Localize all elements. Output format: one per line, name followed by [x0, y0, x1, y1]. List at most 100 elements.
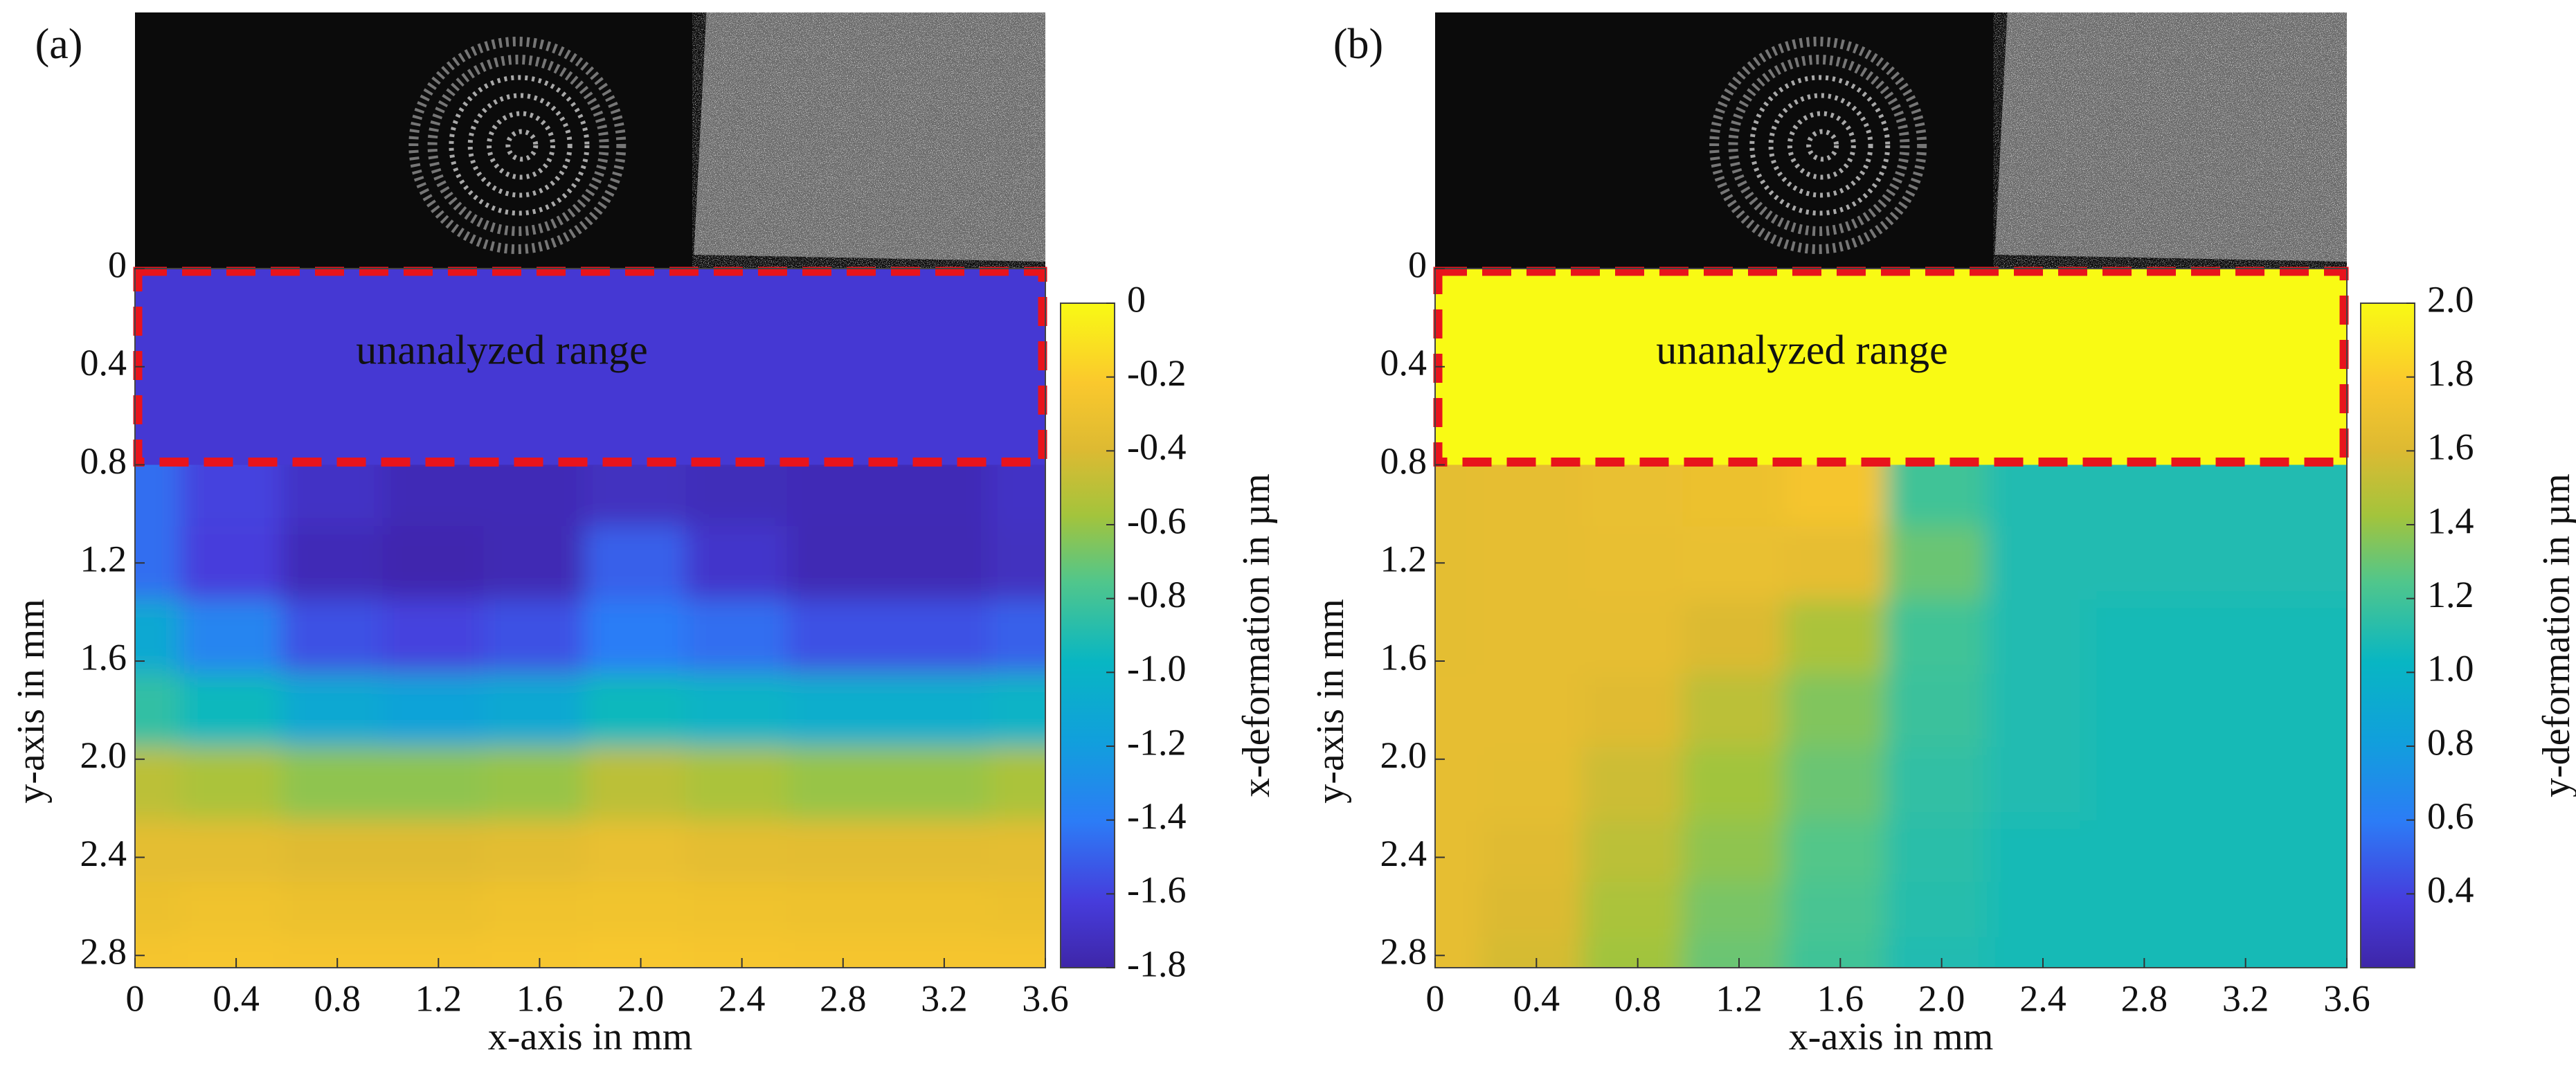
y-tick-label: 0 [108, 244, 127, 285]
heatmap-cell [281, 747, 394, 822]
chart-panel-b: (b) unanalyzed range 0 0.4 0.8 1.2 1.6 2.0 2.4 2.… [1309, 12, 2576, 1058]
speckle-texture [1993, 12, 2347, 269]
heatmap-cell [2290, 599, 2347, 675]
heatmap-cell [1480, 881, 1593, 939]
x-tick-label: 0.8 [314, 977, 361, 1019]
heatmap-cell [2088, 526, 2201, 602]
x-tick-label: 3.6 [2323, 977, 2370, 1019]
heatmap-cell [888, 747, 1000, 822]
heatmap-cell [685, 599, 798, 675]
chart-panel-a: (a) unanalyzed range 0 0.4 0.8 1.2 1.6 2.0 2.4 2.… [10, 12, 1278, 1058]
y-axis: 0 0.4 0.8 1.2 1.6 2.0 2.4 2.8 y-axis in mm [1309, 244, 1445, 973]
heatmap-cell [1581, 820, 1694, 883]
speckle-texture [692, 12, 1045, 269]
heatmap-cell [888, 599, 1000, 675]
heatmap-cell [786, 673, 899, 749]
x-tick-label: 3.6 [1022, 977, 1069, 1019]
heatmap-cell [1581, 747, 1694, 822]
heatmap-cell [786, 820, 899, 883]
heatmap-field [1435, 437, 2347, 968]
colorbar-tick-label: 1.8 [2427, 352, 2474, 394]
heatmap-cell [2189, 747, 2302, 822]
heatmap-cell [685, 747, 798, 822]
x-tick-label: 2.4 [719, 977, 766, 1019]
heatmap-cell [685, 526, 798, 602]
heatmap-cell [1784, 526, 1897, 602]
colorbar: 2.0 1.8 1.6 1.4 1.2 1.0 0.8 0.6 0.4 y-deformation… [2360, 278, 2576, 968]
heatmap-cell [786, 526, 899, 602]
colorbar-title: x-deformation in µm [1235, 473, 1278, 797]
heatmap-cell [180, 673, 293, 749]
x-tick-label: 3.2 [2222, 977, 2269, 1019]
y-tick-label: 1.2 [1380, 539, 1427, 580]
y-tick-label: 0.8 [1380, 440, 1427, 482]
heatmap-cell [1682, 747, 1796, 822]
colorbar-tick-label: 0.8 [2427, 721, 2474, 763]
heatmap-cell [2088, 599, 2201, 675]
heatmap-cell [2189, 673, 2302, 749]
x-tick-label: 2.0 [618, 977, 665, 1019]
colorbar-tick-label: 0 [1127, 278, 1146, 320]
plot-frame [134, 268, 1046, 968]
heatmap-cell [584, 820, 697, 883]
colorbar-gradient [1060, 302, 1115, 968]
heatmap-cell [180, 881, 293, 939]
heatmap-cell [2290, 747, 2347, 822]
heatmap-cell [1986, 881, 2100, 939]
heatmap-cell [888, 881, 1000, 939]
x-tick-label: 1.6 [516, 977, 564, 1019]
colorbar: 0 -0.2 -0.4 -0.6 -0.8 -1.0 -1.2 -1.4 -1.6 -1.8 x-d… [1060, 278, 1278, 984]
heatmap-cell [2088, 747, 2201, 822]
colorbar-tick-label: -1.6 [1127, 869, 1186, 911]
unanalyzed-range-label: unanalyzed range [356, 327, 647, 373]
heatmap-cell [1581, 599, 1694, 675]
heatmap-cell [1480, 747, 1593, 822]
heatmap-cell [685, 820, 798, 883]
heatmap-cell [1784, 820, 1897, 883]
colorbar-tick-label: 1.2 [2427, 574, 2474, 615]
heatmap-cell [1480, 673, 1593, 749]
heatmap-cell [584, 673, 697, 749]
heatmap-cell [281, 881, 394, 939]
y-tick-label: 1.2 [80, 539, 127, 580]
x-tick-label: 2.8 [2121, 977, 2168, 1019]
y-tick-label: 0.8 [80, 440, 127, 482]
heatmap-cell [483, 820, 596, 883]
x-axis-title: x-axis in mm [1789, 1015, 1994, 1058]
panel-label: (b) [1333, 21, 1383, 68]
colorbar-tick-label: -1.2 [1127, 721, 1186, 763]
heatmap-cell [584, 881, 697, 939]
heatmap-cell [281, 526, 394, 602]
heatmap-cell [989, 820, 1045, 883]
x-tick-label: 0.8 [1614, 977, 1661, 1019]
colorbar-tick-label: 1.6 [2427, 426, 2474, 468]
y-tick-label: 2.4 [80, 833, 127, 874]
heatmap-cell [2189, 599, 2302, 675]
heatmap-cell [483, 747, 596, 822]
heatmap-cell [1581, 881, 1694, 939]
x-tick-label: 0.4 [1513, 977, 1560, 1019]
heatmap-cell [1885, 526, 1998, 602]
heatmap-cell [483, 673, 596, 749]
y-tick-label: 2.8 [80, 931, 127, 973]
heatmap-cell [2290, 820, 2347, 883]
heatmap-cell [1986, 526, 2100, 602]
heatmap-cell [1581, 526, 1694, 602]
heatmap-cell [382, 881, 495, 939]
y-tick-label: 0.4 [1380, 342, 1427, 383]
heatmap-cell [1784, 673, 1897, 749]
colorbar-tick-label: -0.6 [1127, 500, 1186, 541]
colorbar-title: y-deformation in µm [2535, 473, 2576, 797]
heatmap-cell [1885, 881, 1998, 939]
heatmap-cell [685, 673, 798, 749]
x-tick-label: 0 [1426, 977, 1445, 1019]
x-tick-label: 2.8 [820, 977, 867, 1019]
colorbar-gradient [2360, 302, 2415, 968]
heatmap-cell [2189, 820, 2302, 883]
heatmap-cell [1986, 673, 2100, 749]
heatmap-cell [1986, 599, 2100, 675]
heatmap-cell [1682, 673, 1796, 749]
y-tick-label: 2.4 [1380, 833, 1427, 874]
x-tick-label: 1.6 [1817, 977, 1864, 1019]
